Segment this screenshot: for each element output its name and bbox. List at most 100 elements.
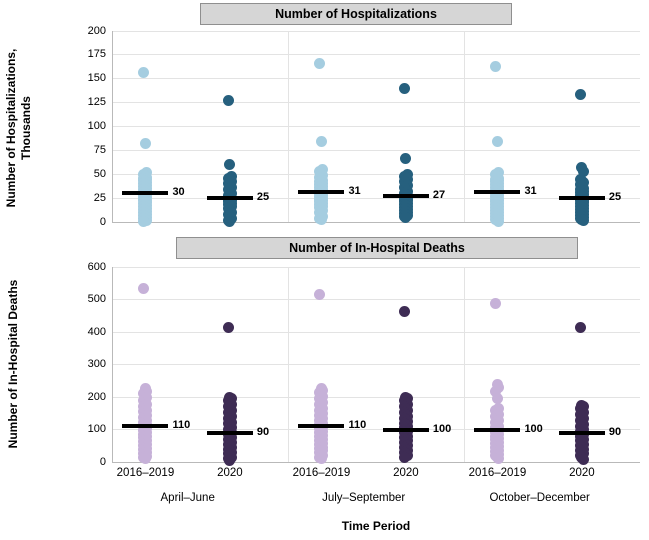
data-point	[314, 289, 326, 301]
gridline	[112, 266, 640, 268]
y-tick-label: 400	[87, 325, 106, 338]
data-point	[222, 322, 234, 334]
gridline	[112, 396, 640, 398]
gridline	[112, 149, 640, 151]
data-point	[224, 454, 236, 466]
data-point	[398, 306, 410, 318]
data-point	[138, 66, 150, 78]
y-tick-label: 0	[99, 215, 106, 228]
median-line	[558, 196, 605, 201]
data-point	[139, 453, 151, 465]
median-line	[298, 190, 345, 195]
panel-title-in-hospital-deaths: Number of In-Hospital Deaths	[176, 237, 578, 259]
y-axis-line	[112, 267, 113, 462]
y-tick-label: 50	[93, 167, 106, 180]
data-point	[577, 214, 589, 226]
median-line	[298, 424, 345, 429]
median-label: 110	[348, 419, 367, 432]
data-point	[577, 453, 589, 465]
data-point	[577, 165, 589, 177]
median-line	[474, 427, 521, 432]
y-tick-label: 300	[87, 358, 106, 370]
data-point	[574, 322, 586, 334]
median-label: 27	[432, 189, 446, 202]
data-point	[138, 283, 150, 295]
median-label: 100	[432, 422, 452, 435]
median-label: 31	[348, 185, 361, 198]
gridline	[112, 331, 640, 333]
median-label: 90	[256, 425, 270, 438]
data-point	[400, 211, 412, 223]
median-label: 31	[524, 185, 537, 198]
data-point	[315, 453, 327, 465]
x-tick-label: 2016–2019	[468, 467, 527, 479]
group-separator-line	[288, 267, 289, 462]
median-label: 30	[172, 186, 185, 199]
gridline	[112, 221, 640, 223]
y-tick-label: 500	[87, 293, 106, 305]
y-axis-label-line2: Thousands	[19, 96, 33, 161]
x-group-label: October–December	[489, 492, 590, 504]
data-point	[493, 453, 505, 465]
x-tick-label: 2020	[217, 467, 243, 479]
data-point	[224, 159, 236, 171]
gridline	[112, 30, 640, 32]
y-tick-label: 25	[93, 191, 106, 204]
y-axis-label-line1: Number of Hospitalizations,	[4, 48, 18, 208]
data-point	[490, 385, 502, 397]
y-tick-label: 175	[87, 48, 106, 61]
data-point	[490, 297, 502, 309]
median-line	[206, 430, 253, 435]
y-tick-label: 100	[87, 423, 106, 435]
gridline	[112, 429, 640, 430]
x-tick-label: 2020	[569, 467, 595, 479]
data-point	[315, 136, 327, 148]
data-point	[138, 215, 150, 227]
x-group-label: April–June	[160, 492, 215, 504]
gridline	[112, 126, 640, 127]
data-point	[491, 136, 503, 148]
data-point	[491, 392, 503, 404]
x-tick-label: 2016–2019	[292, 467, 351, 479]
median-label: 25	[608, 191, 622, 204]
gridline	[112, 299, 640, 300]
gridline	[112, 364, 640, 365]
y-axis-label-hospitalizations: Number of Hospitalizations, Thousands	[4, 28, 36, 228]
y-tick-label: 75	[93, 143, 106, 156]
y-tick-label: 0	[99, 455, 106, 468]
data-point	[493, 215, 505, 227]
y-tick-label: 200	[87, 24, 106, 37]
gridline	[112, 173, 640, 175]
median-line	[382, 427, 429, 432]
data-point	[139, 138, 151, 150]
median-label: 90	[608, 425, 622, 438]
y-tick-label: 150	[87, 72, 106, 85]
median-line	[122, 191, 169, 196]
median-label: 25	[256, 191, 270, 204]
data-point	[490, 60, 502, 72]
data-point	[400, 153, 412, 165]
x-tick-label: 2016–2019	[116, 467, 175, 479]
data-point	[398, 451, 410, 463]
x-group-label: July–September	[322, 492, 406, 504]
y-tick-label: 600	[87, 260, 106, 273]
data-point	[222, 95, 234, 107]
data-point	[314, 57, 326, 69]
gridline	[112, 102, 640, 104]
median-label: 100	[524, 422, 543, 435]
group-separator-line	[288, 31, 289, 222]
median-label: 110	[172, 419, 191, 432]
median-line	[122, 424, 169, 429]
panel-title-hospitalizations: Number of Hospitalizations	[200, 3, 512, 25]
gridline	[112, 197, 640, 199]
x-axis-title: Time Period	[341, 519, 411, 533]
data-point	[398, 82, 410, 94]
gridline	[112, 461, 640, 463]
gridline	[112, 78, 640, 80]
median-line	[474, 190, 521, 195]
y-axis-label-in-hospital-deaths: Number of In-Hospital Deaths	[6, 279, 20, 449]
group-separator-line	[464, 31, 465, 222]
data-point	[574, 89, 586, 101]
y-tick-label: 125	[87, 96, 106, 109]
